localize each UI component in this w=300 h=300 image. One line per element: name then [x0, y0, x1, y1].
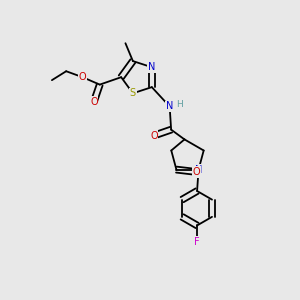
Text: N: N — [148, 62, 155, 72]
Text: O: O — [150, 130, 158, 141]
Text: O: O — [90, 97, 98, 107]
Text: F: F — [194, 237, 200, 247]
Text: S: S — [130, 88, 136, 98]
Text: O: O — [79, 72, 86, 82]
Text: H: H — [176, 100, 183, 109]
Text: N: N — [166, 101, 173, 112]
Text: O: O — [193, 167, 200, 177]
Text: N: N — [195, 165, 202, 175]
